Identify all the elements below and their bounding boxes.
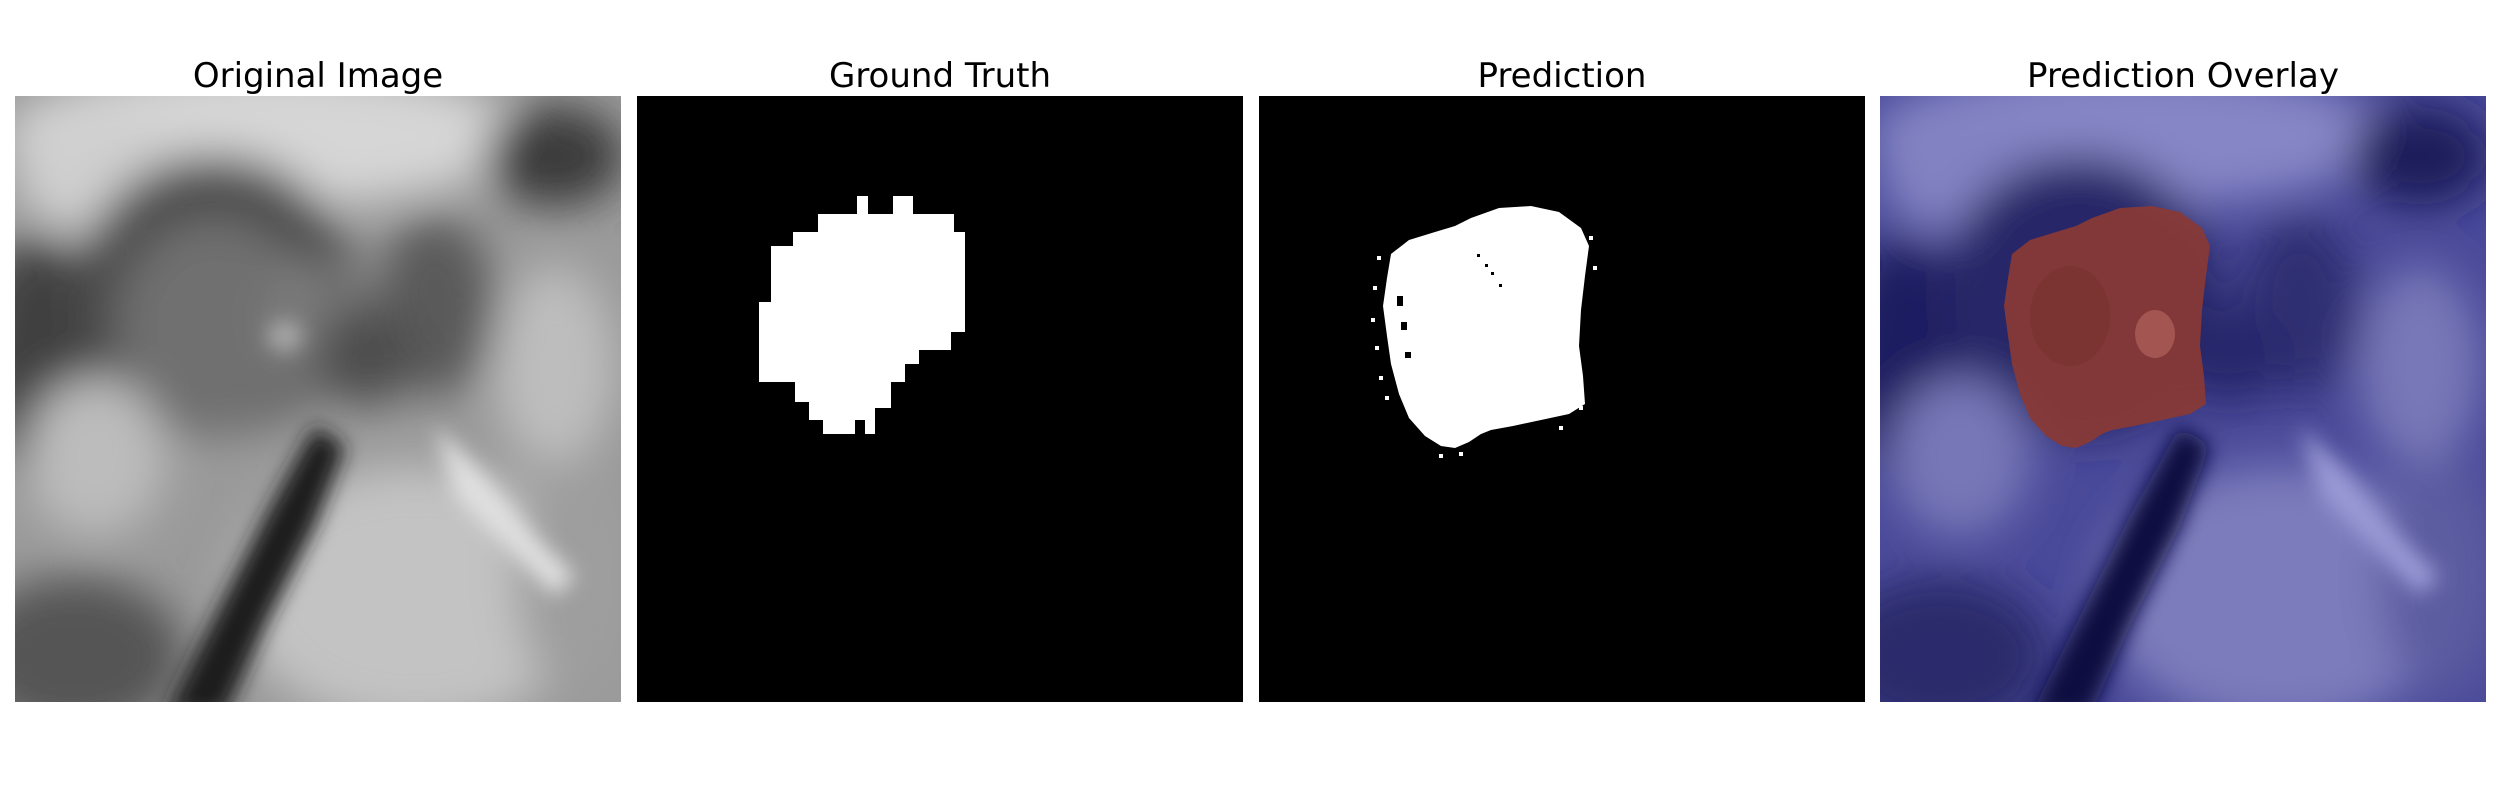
- prediction-holes: [1397, 254, 1502, 358]
- original-image: [15, 96, 621, 702]
- panel-title-prediction-overlay: Prediction Overlay: [2027, 56, 2339, 96]
- original-image-panel: [15, 96, 621, 702]
- ground-truth-mask: [637, 96, 1243, 702]
- ground-truth-region: [759, 196, 965, 434]
- prediction-overlay: [1880, 96, 2486, 702]
- panel-title-original-image: Original Image: [192, 56, 444, 96]
- prediction-panel: [1259, 96, 1865, 702]
- ground-truth-panel: [637, 96, 1243, 702]
- prediction-speckles: [1371, 236, 1597, 458]
- panel-title-ground-truth: Ground Truth: [828, 56, 1052, 96]
- prediction-overlay-panel: [1880, 96, 2486, 702]
- panel-title-prediction: Prediction: [1477, 56, 1647, 96]
- prediction-region: [1383, 206, 1589, 448]
- prediction-mask: [1259, 96, 1865, 702]
